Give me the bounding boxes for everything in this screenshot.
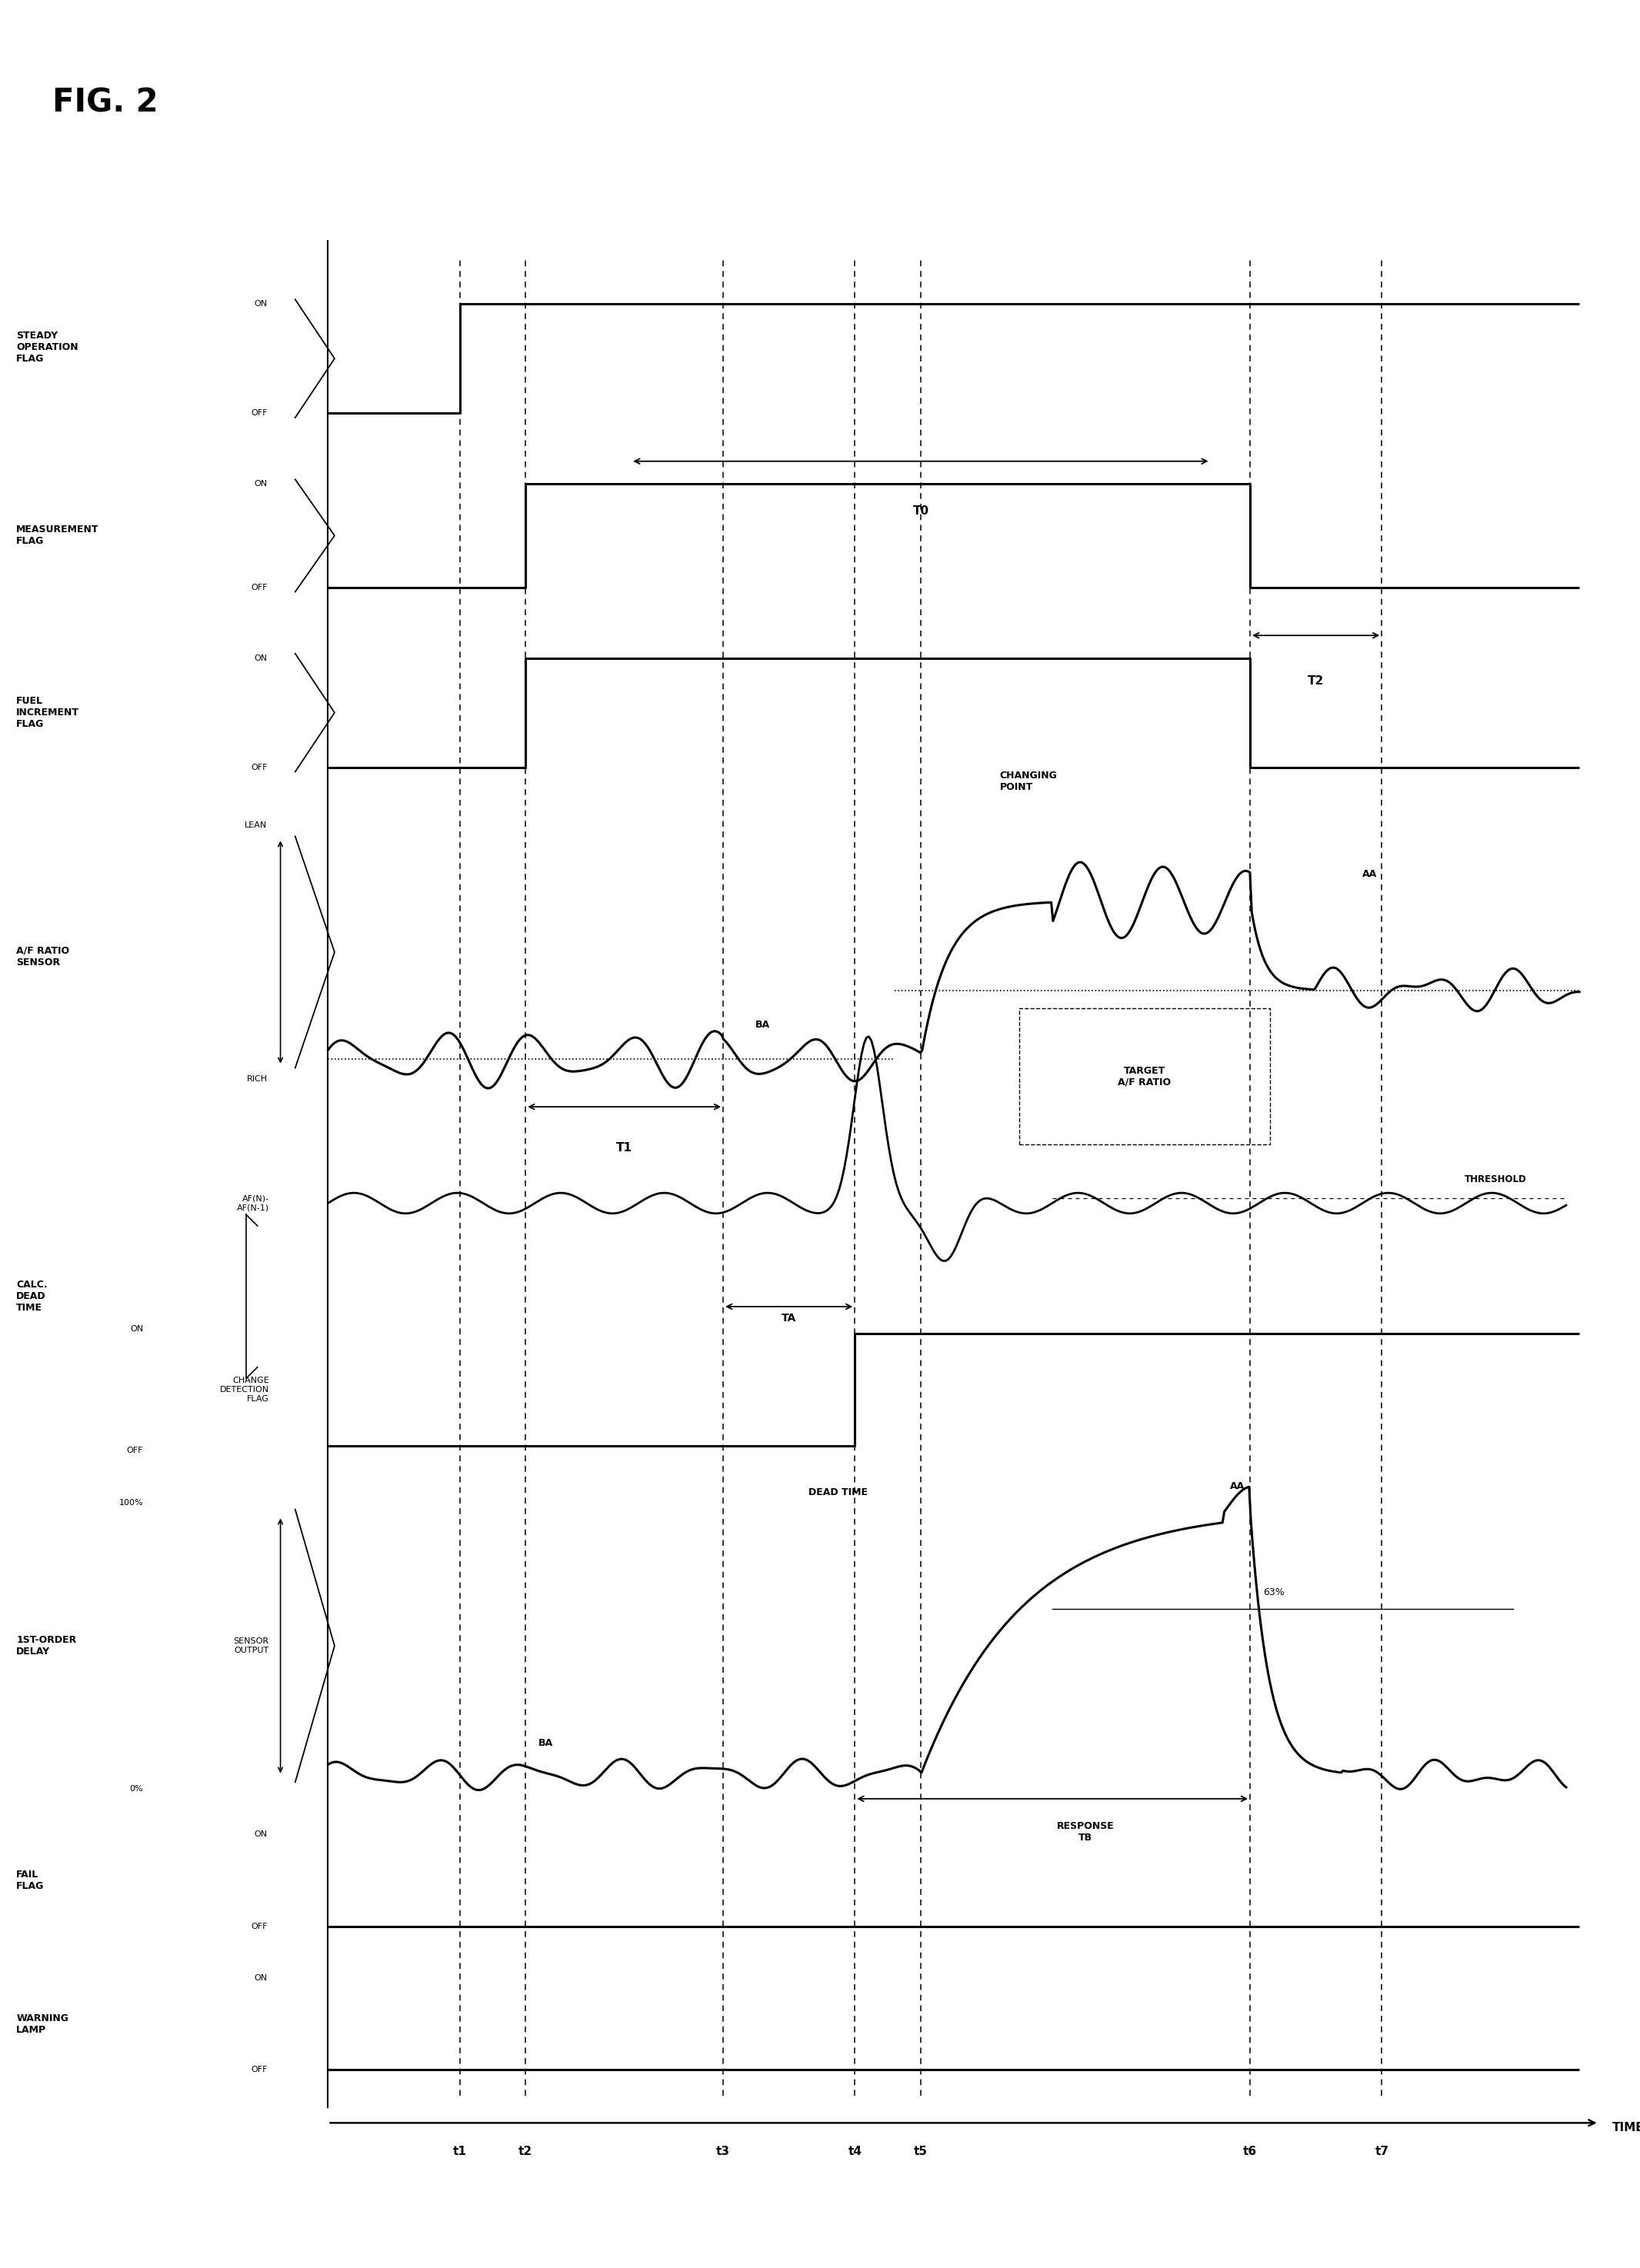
Text: 1ST-ORDER
DELAY: 1ST-ORDER DELAY — [16, 1635, 77, 1656]
Text: SENSOR
OUTPUT: SENSOR OUTPUT — [233, 1637, 269, 1653]
Text: WARNING
LAMP: WARNING LAMP — [16, 2014, 69, 2034]
Text: FAIL
FLAG: FAIL FLAG — [16, 1869, 44, 1892]
Text: CALC.
DEAD
TIME: CALC. DEAD TIME — [16, 1279, 48, 1313]
Text: 100%: 100% — [120, 1499, 143, 1506]
Text: DEAD TIME: DEAD TIME — [809, 1488, 868, 1497]
Text: t2: t2 — [518, 2146, 533, 2157]
Text: T1: T1 — [617, 1141, 633, 1154]
Text: LEAN: LEAN — [244, 821, 267, 828]
Text: AF(N)-
AF(N-1): AF(N)- AF(N-1) — [236, 1195, 269, 1211]
Text: BA: BA — [756, 1021, 771, 1030]
Text: AA: AA — [1230, 1481, 1245, 1492]
Text: T0: T0 — [912, 506, 928, 517]
Text: OFF: OFF — [251, 1923, 267, 1930]
Text: FUEL
INCREMENT
FLAG: FUEL INCREMENT FLAG — [16, 696, 79, 730]
Text: OFF: OFF — [126, 1447, 143, 1454]
Text: ON: ON — [254, 653, 267, 662]
Text: BA: BA — [540, 1737, 553, 1749]
Text: RICH: RICH — [246, 1075, 267, 1084]
Text: AA: AA — [1361, 869, 1378, 880]
Text: CHANGING
POINT: CHANGING POINT — [1000, 771, 1058, 792]
Text: ON: ON — [130, 1325, 143, 1334]
Text: T2: T2 — [1307, 676, 1323, 687]
Text: STEADY
OPERATION
FLAG: STEADY OPERATION FLAG — [16, 331, 79, 363]
Text: ON: ON — [254, 481, 267, 488]
Text: THRESHOLD: THRESHOLD — [1465, 1175, 1527, 1184]
Text: t6: t6 — [1243, 2146, 1256, 2157]
Text: t1: t1 — [453, 2146, 467, 2157]
Text: OFF: OFF — [251, 583, 267, 592]
Text: FIG. 2: FIG. 2 — [52, 86, 159, 118]
Text: TARGET
A/F RATIO: TARGET A/F RATIO — [1118, 1066, 1171, 1086]
Text: TIME: TIME — [1612, 2121, 1640, 2134]
Bar — [1020, 1009, 1269, 1145]
Text: t5: t5 — [913, 2146, 928, 2157]
Text: MEASUREMENT
FLAG: MEASUREMENT FLAG — [16, 524, 98, 547]
Text: RESPONSE
TB: RESPONSE TB — [1056, 1821, 1114, 1844]
Text: OFF: OFF — [251, 2066, 267, 2073]
Text: ON: ON — [254, 1830, 267, 1837]
Text: t7: t7 — [1374, 2146, 1389, 2157]
Text: t3: t3 — [717, 2146, 730, 2157]
Text: A/F RATIO
SENSOR: A/F RATIO SENSOR — [16, 946, 69, 968]
Text: OFF: OFF — [251, 764, 267, 771]
Text: ON: ON — [254, 1973, 267, 1982]
Text: OFF: OFF — [251, 408, 267, 417]
Text: TA: TA — [782, 1313, 797, 1322]
Text: 0%: 0% — [130, 1785, 143, 1792]
Text: CHANGE
DETECTION
FLAG: CHANGE DETECTION FLAG — [220, 1377, 269, 1402]
Text: ON: ON — [254, 299, 267, 308]
Text: t4: t4 — [848, 2146, 861, 2157]
Text: 63%: 63% — [1263, 1588, 1284, 1597]
